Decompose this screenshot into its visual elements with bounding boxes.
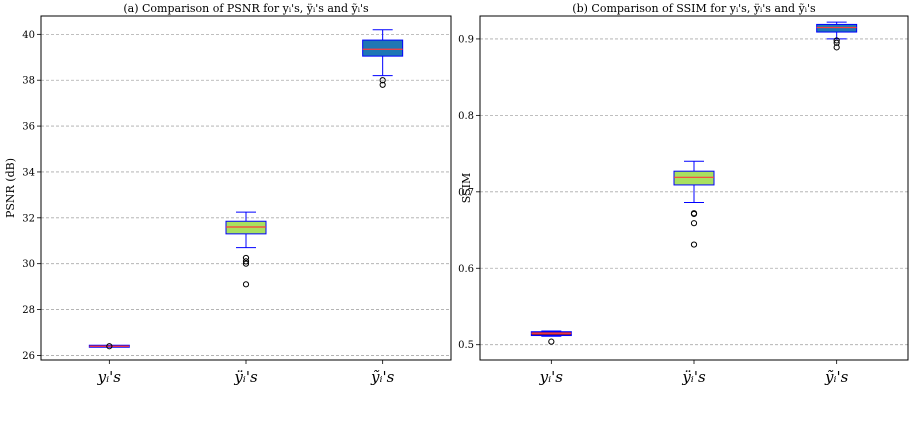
- outlier-point: [379, 77, 386, 84]
- outlier-point: [379, 81, 386, 88]
- y-tick-label: 40: [22, 30, 35, 41]
- y-tick-label: 30: [22, 259, 35, 270]
- y-tick-label: 28: [22, 305, 35, 316]
- box-1: yᵢ's: [530, 330, 572, 386]
- y-tick-label: 34: [22, 167, 35, 178]
- panel-1: 26 28 30 32 34 36 38 40 (a) Comparison of PSNR f…: [4, 2, 452, 386]
- y-axis-label: SSIM: [460, 173, 473, 204]
- category-label: ỹᵢ's: [824, 368, 849, 386]
- plot-area: [40, 15, 452, 361]
- box-2: ÿᵢ's: [673, 160, 715, 386]
- outlier-point: [690, 220, 698, 227]
- category-label: yᵢ's: [97, 368, 122, 386]
- y-tick-label: 26: [22, 351, 35, 362]
- category-label: yᵢ's: [539, 368, 564, 386]
- category-label: ÿᵢ's: [233, 368, 258, 386]
- y-tick-label: 0.8: [458, 111, 474, 122]
- outlier-point: [242, 254, 250, 262]
- y-tick-label: 0.6: [458, 264, 474, 275]
- outlier-point: [833, 39, 840, 46]
- box-3: ỹᵢ's: [362, 29, 404, 386]
- y-tick-label: 32: [22, 213, 35, 224]
- box-2: ÿᵢ's: [225, 211, 267, 386]
- y-tick-label: 0.7: [458, 187, 474, 198]
- box-body: [673, 170, 715, 186]
- outlier-point: [690, 241, 698, 248]
- outlier-point: [242, 258, 250, 265]
- panel-2: 0.5 0.6 0.7 0.8 0.9 (b) Comparison of SSIM fo…: [458, 2, 909, 386]
- box-body: [816, 23, 858, 33]
- outlier-point: [690, 210, 698, 218]
- box-3: ỹᵢ's: [816, 21, 858, 386]
- outlier-point: [548, 338, 555, 345]
- y-axis-label: PSNR (dB): [4, 158, 17, 218]
- outlier-point: [242, 281, 250, 288]
- outlier-point: [242, 260, 250, 267]
- box-body: [362, 39, 404, 57]
- y-tick-label: 36: [22, 122, 35, 133]
- y-tick-label: 0.9: [458, 34, 474, 45]
- chart-title: (b) Comparison of SSIM for yᵢ's, ÿᵢ's an…: [572, 2, 816, 15]
- y-tick-label: 0.5: [458, 340, 474, 351]
- y-tick-label: 38: [22, 76, 35, 87]
- box-1: yᵢ's: [88, 343, 130, 386]
- outlier-point: [106, 343, 113, 350]
- outlier-point: [833, 37, 840, 44]
- category-label: ỹᵢ's: [370, 368, 395, 386]
- chart-title: (a) Comparison of PSNR for yᵢ's, ÿᵢ's an…: [123, 2, 369, 15]
- outlier-point: [833, 44, 840, 51]
- category-label: ÿᵢ's: [681, 368, 706, 386]
